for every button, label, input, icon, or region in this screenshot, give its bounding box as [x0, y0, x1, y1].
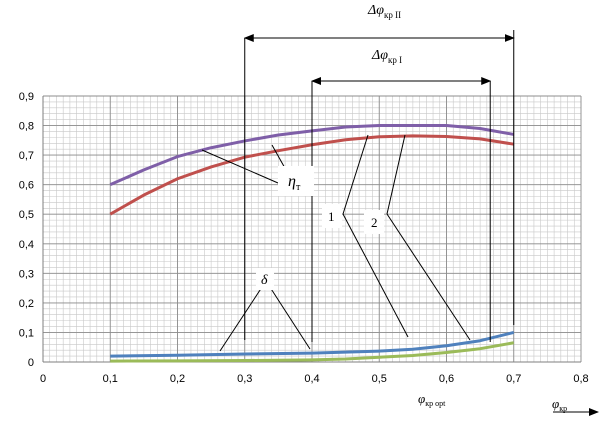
y-tick-label: 0,6: [19, 180, 34, 192]
x-tick-label: 0,5: [372, 373, 387, 385]
leader-line: [265, 280, 311, 350]
x-tick-label: 0,3: [237, 373, 252, 385]
leader-line: [271, 144, 287, 171]
label-1-box: [322, 204, 342, 228]
x-tick-label: 0,8: [573, 373, 588, 385]
label-2: 2: [371, 215, 378, 230]
x-tick-labels: 0 0,1 0,2 0,3 0,4 0,5 0,6 0,7 0,8: [40, 373, 589, 385]
delta-phi-I-label: Δφкр I: [371, 48, 402, 65]
delta-label-box: [256, 268, 274, 290]
y-tick-label: 0,5: [19, 209, 34, 221]
eta-label-box: [278, 166, 314, 196]
y-tick-label: 0,7: [19, 150, 34, 162]
label-1: 1: [328, 209, 335, 224]
series-line-4: [110, 341, 515, 363]
x-tick-label: 0: [40, 373, 46, 385]
phi-kr-axis-label: φкр: [552, 396, 567, 413]
series-line-3: [110, 330, 515, 358]
x-tick-label: 0,4: [304, 373, 319, 385]
leader-line: [386, 213, 471, 341]
eta-label: ηт: [288, 173, 301, 193]
label-2-box: [364, 210, 384, 234]
leader-line: [342, 134, 369, 215]
y-tick-label: 0,9: [19, 91, 34, 103]
leader-line: [219, 280, 267, 352]
delta-label: δ: [261, 273, 268, 288]
leader-line: [386, 134, 406, 215]
x-tick-label: 0,2: [170, 373, 185, 385]
y-tick-label: 0,8: [19, 121, 34, 133]
y-tick-label: 0,2: [19, 298, 34, 310]
annotation-lines: [243, 30, 515, 342]
x-tick-label: 0,1: [103, 373, 118, 385]
x-tick-label: 0,7: [506, 373, 521, 385]
y-tick-label: 0,1: [19, 327, 34, 339]
delta-phi-II-label: Δφкр II: [367, 3, 401, 20]
phi-kr-opt-label: φкр opt: [418, 391, 446, 408]
x-tick-label: 0,6: [439, 373, 454, 385]
y-tick-label: 0: [28, 357, 34, 369]
leader-line: [342, 213, 409, 338]
y-tick-label: 0,4: [19, 239, 34, 251]
y-tick-label: 0,3: [19, 268, 34, 280]
y-tick-labels: 0 0,1 0,2 0,3 0,4 0,5 0,6 0,7 0,8 0,9: [19, 91, 34, 369]
leader-line: [201, 149, 279, 184]
